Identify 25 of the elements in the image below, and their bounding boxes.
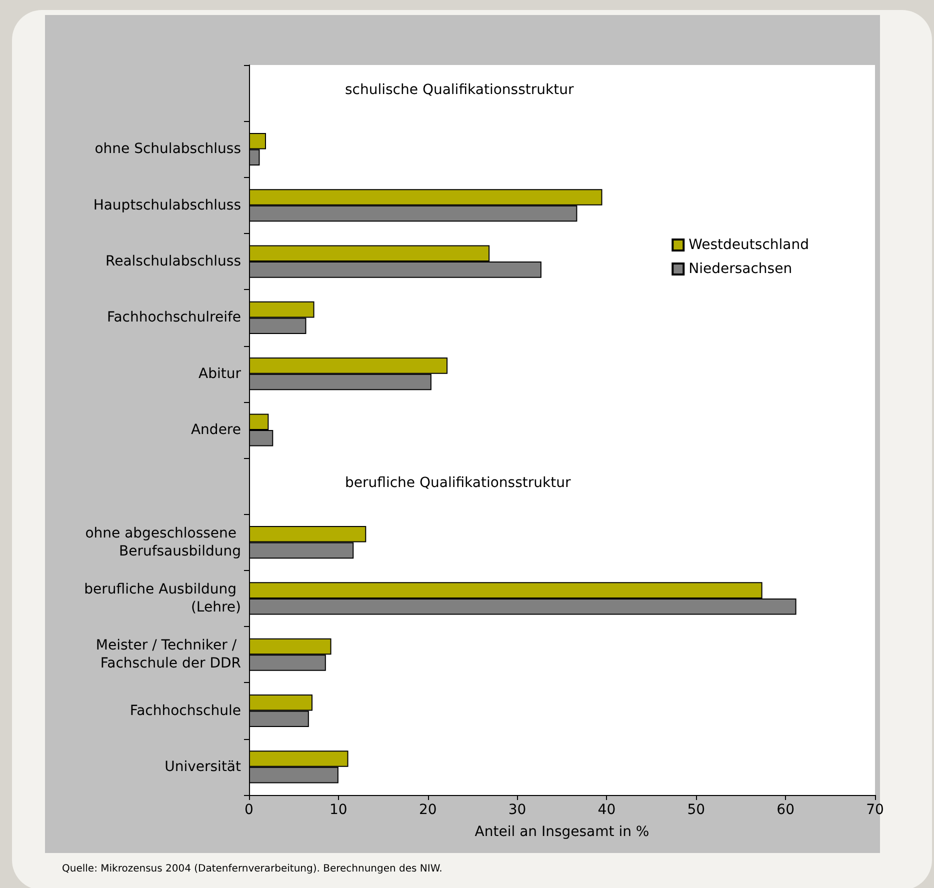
source-note: Quelle: Mikrozensus 2004 (Datenfernverarbeitung). Berechnungen des NIW.: [62, 864, 442, 874]
x-tick-label: 10: [330, 802, 348, 818]
annotation: berufliche Qualifikationsstruktur: [345, 475, 571, 492]
y-tick-label: Universität: [164, 758, 242, 775]
y-tick-label: Fachhochschule: [130, 702, 241, 719]
x-tick-label: 70: [866, 802, 884, 818]
legend-label: Westdeutschland: [688, 237, 809, 253]
x-tick-label: 40: [598, 802, 616, 818]
y-tick-label: Hauptschulabschluss: [93, 197, 241, 214]
y-tick-label: Realschulabschluss: [106, 254, 241, 270]
x-tick-label: 0: [244, 802, 254, 818]
x-tick-label: 30: [508, 802, 526, 818]
y-tick-label: Fachhochschulreife: [106, 310, 241, 326]
y-tick-label: berufliche Ausbildung (Lehre): [84, 581, 241, 616]
y-tick-label: Abitur: [198, 366, 242, 382]
y-tick-label: ohne Schulabschluss: [94, 141, 241, 158]
x-axis-title: Anteil an Insgesamt in %: [474, 824, 650, 840]
annotation: schulische Qualifikationsstruktur: [345, 82, 574, 98]
legend-label: Niedersachsen: [688, 261, 792, 277]
y-tick-label: Meister / Techniker / Fachschule der DDR: [96, 638, 242, 672]
x-tick-label: 60: [776, 802, 794, 818]
y-tick-label: ohne abgeschlossene Berufsausbildung: [85, 525, 241, 560]
x-tick-label: 50: [687, 802, 706, 818]
y-tick-label: Andere: [190, 422, 241, 438]
x-tick-label: 20: [418, 802, 437, 818]
